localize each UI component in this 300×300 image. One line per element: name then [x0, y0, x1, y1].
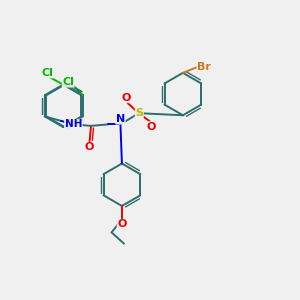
Text: O: O [147, 122, 156, 132]
Text: O: O [117, 220, 127, 230]
Text: Br: Br [197, 62, 211, 72]
Text: Cl: Cl [62, 77, 74, 87]
Text: Cl: Cl [41, 68, 53, 78]
Text: O: O [85, 142, 94, 152]
Text: S: S [135, 108, 143, 118]
Text: O: O [122, 93, 131, 103]
Text: NH: NH [64, 119, 82, 129]
Text: N: N [116, 114, 125, 124]
